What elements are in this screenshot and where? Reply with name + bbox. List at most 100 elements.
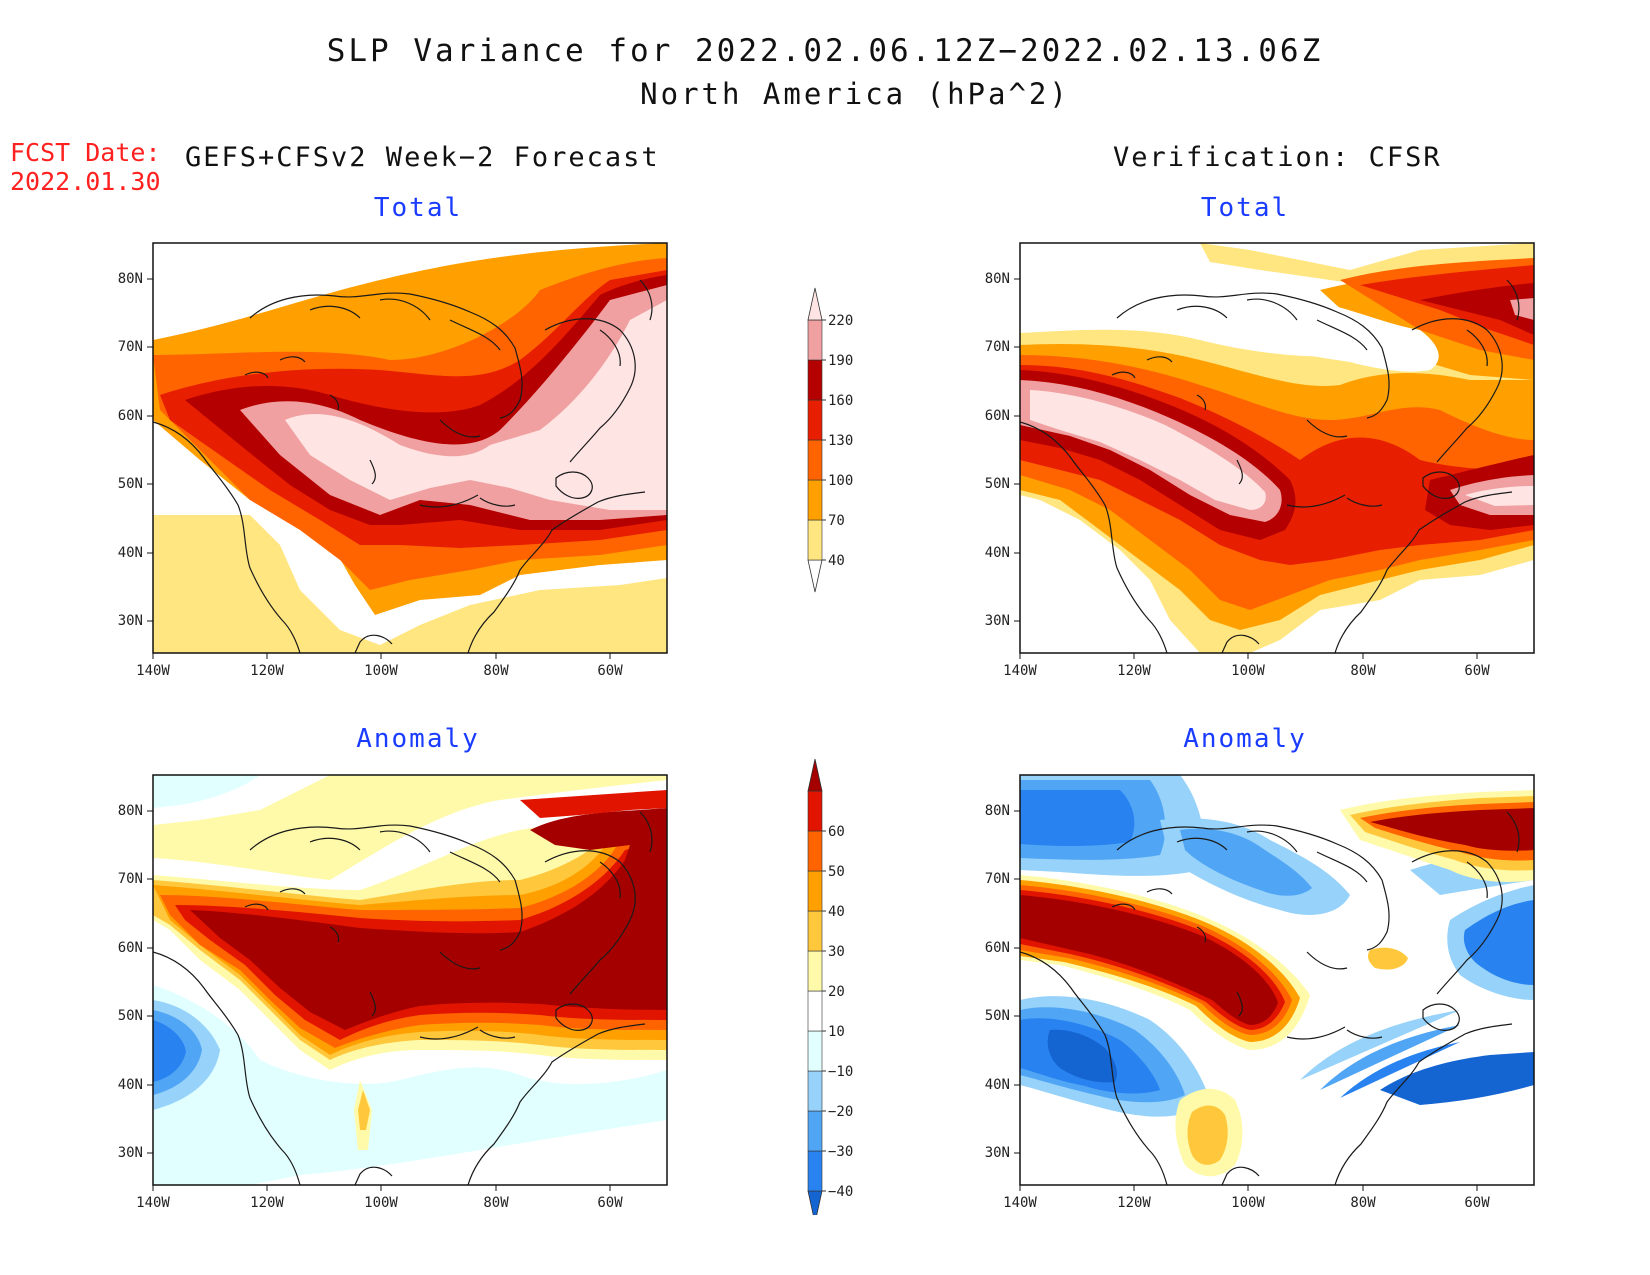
colorbar-anomaly-level-label: −40 <box>828 1184 853 1200</box>
lon-tick-120w: 120W <box>1117 663 1151 679</box>
lon-tick-140w: 140W <box>1003 1195 1037 1211</box>
lat-tick-50n: 50N <box>118 476 143 492</box>
colorbar-anomaly-box <box>807 870 823 912</box>
lon-tick-80w: 80W <box>1350 1195 1376 1211</box>
lat-tick-50n: 50N <box>985 476 1010 492</box>
fcst-date-value: 2022.01.30 <box>10 167 161 196</box>
lat-tick-labels-tr: 80N 70N 60N 50N 40N 30N <box>985 271 1010 629</box>
colorbar-anomaly-labels: −40 −30 −20 −10 10 20 30 40 50 60 <box>822 824 853 1200</box>
colorbar-total-level-label: 190 <box>828 353 853 369</box>
lon-tick-labels: 140W 120W 100W 80W 60W <box>136 663 623 679</box>
colorbar-anomaly: −40 −30 −20 −10 10 20 30 40 50 60 <box>807 758 853 1215</box>
forecast-column-heading: GEFS+CFSv2 Week−2 Forecast <box>185 142 660 173</box>
map-panel-forecast-total: 80N 70N 60N 50N 40N 30N 140W 120W 100W 8… <box>118 242 668 679</box>
lat-tick-60n: 60N <box>118 408 143 424</box>
verification-column-heading: Verification: CFSR <box>1113 142 1442 173</box>
colorbar-total-level-label: 160 <box>828 393 853 409</box>
colorbar-anomaly-arrow-high <box>807 758 823 792</box>
lat-tick-60n: 60N <box>985 940 1010 956</box>
lat-tick-40n: 40N <box>985 545 1010 561</box>
lat-tick-30n: 30N <box>985 1145 1010 1161</box>
colorbar-anomaly-box <box>807 1070 823 1112</box>
lat-tick-30n: 30N <box>985 613 1010 629</box>
lat-tick-50n: 50N <box>985 1008 1010 1024</box>
colorbar-anomaly-box <box>807 950 823 992</box>
lon-tick-120w: 120W <box>250 663 284 679</box>
figure-title: SLP Variance for 2022.02.06.12Z−2022.02.… <box>0 30 1650 116</box>
lon-tick-120w: 120W <box>250 1195 284 1211</box>
lat-tick-30n: 30N <box>118 613 143 629</box>
lat-tick-70n: 70N <box>118 339 143 355</box>
lon-tick-100w: 100W <box>1231 663 1265 679</box>
colorbar-total-level-label: 70 <box>828 513 845 529</box>
lat-tick-70n: 70N <box>985 871 1010 887</box>
colorbar-total: 40 70 100 130 160 190 220 <box>807 287 853 593</box>
lat-tick-30n: 30N <box>118 1145 143 1161</box>
colorbar-anomaly-level-label: 50 <box>828 864 845 880</box>
lat-tick-labels: 80N 70N 60N 50N 40N 30N <box>118 271 143 629</box>
colorbar-anomaly-arrow-low <box>807 1190 823 1215</box>
colorbar-total-level-label: 220 <box>828 313 853 329</box>
map-panel-forecast-anomaly: 80N 70N 60N 50N 40N 30N 140W 120W 100W 8… <box>118 774 668 1211</box>
lat-tick-40n: 40N <box>118 1077 143 1093</box>
lat-tick-80n: 80N <box>985 271 1010 287</box>
lon-tick-100w: 100W <box>364 663 398 679</box>
colorbar-total-arrow-low <box>807 559 823 593</box>
colorbar-anomaly-level-label: −30 <box>828 1144 853 1160</box>
colorbar-anomaly-box <box>807 790 823 832</box>
colorbar-total-boxes <box>807 287 823 593</box>
colorbar-anomaly-level-label: 30 <box>828 944 845 960</box>
colorbar-total-box <box>807 359 823 401</box>
lon-tick-60w: 60W <box>1464 663 1490 679</box>
main-title: SLP Variance for 2022.02.06.12Z−2022.02.… <box>326 33 1324 69</box>
lon-tick-labels-br: 140W 120W 100W 80W 60W <box>1003 1195 1490 1211</box>
colorbar-total-box <box>807 399 823 441</box>
lon-tick-140w: 140W <box>136 1195 170 1211</box>
lat-tick-60n: 60N <box>985 408 1010 424</box>
colorbar-total-level-label: 100 <box>828 473 853 489</box>
colorbar-total-level-label: 130 <box>828 433 853 449</box>
colorbar-anomaly-level-label: −10 <box>828 1064 853 1080</box>
lat-tick-60n: 60N <box>118 940 143 956</box>
lon-tick-labels-tr: 140W 120W 100W 80W 60W <box>1003 663 1490 679</box>
panel-title-top-left: Total <box>373 193 463 223</box>
colorbar-total-box <box>807 519 823 561</box>
lon-tick-120w: 120W <box>1117 1195 1151 1211</box>
sub-title: North America (hPa^2) <box>640 77 1070 111</box>
colorbar-anomaly-box <box>807 1110 823 1152</box>
map-panel-verification-anomaly: 80N 70N 60N 50N 40N 30N 140W 120W 100W 8… <box>985 774 1535 1211</box>
colorbar-anomaly-boxes <box>807 758 823 1215</box>
colorbar-anomaly-box <box>807 830 823 872</box>
colorbar-anomaly-box <box>807 1030 823 1072</box>
lon-tick-80w: 80W <box>483 1195 509 1211</box>
map-panel-verification-total: 80N 70N 60N 50N 40N 30N 140W 120W 100W 8… <box>985 242 1535 679</box>
colorbar-total-arrow-high <box>807 287 823 321</box>
lat-tick-80n: 80N <box>985 803 1010 819</box>
colorbar-anomaly-level-label: 20 <box>828 984 845 1000</box>
lat-tick-70n: 70N <box>985 339 1010 355</box>
lat-tick-50n: 50N <box>118 1008 143 1024</box>
panel-title-top-right: Total <box>1200 193 1290 223</box>
colorbar-anomaly-box <box>807 910 823 952</box>
lon-tick-140w: 140W <box>136 663 170 679</box>
fcst-date-label: FCST Date: <box>10 138 161 167</box>
lat-tick-80n: 80N <box>118 271 143 287</box>
colorbar-total-level-label: 40 <box>828 553 845 569</box>
colorbar-anomaly-box <box>807 1150 823 1192</box>
lon-tick-140w: 140W <box>1003 663 1037 679</box>
colorbar-total-box <box>807 479 823 521</box>
lat-tick-40n: 40N <box>118 545 143 561</box>
panel-title-bottom-left: Anomaly <box>356 724 480 754</box>
lon-tick-80w: 80W <box>1350 663 1376 679</box>
lon-tick-80w: 80W <box>483 663 509 679</box>
colorbar-anomaly-box <box>807 990 823 1032</box>
lat-tick-70n: 70N <box>118 871 143 887</box>
colorbar-anomaly-level-label: 40 <box>828 904 845 920</box>
colorbar-total-box <box>807 319 823 361</box>
panel-title-bottom-right: Anomaly <box>1183 724 1307 754</box>
fcst-date: FCST Date: 2022.01.30 <box>10 138 161 196</box>
lat-tick-80n: 80N <box>118 803 143 819</box>
lat-tick-labels-br: 80N 70N 60N 50N 40N 30N <box>985 803 1010 1161</box>
colorbar-total-box <box>807 439 823 481</box>
lon-tick-labels-bl: 140W 120W 100W 80W 60W <box>136 1195 623 1211</box>
